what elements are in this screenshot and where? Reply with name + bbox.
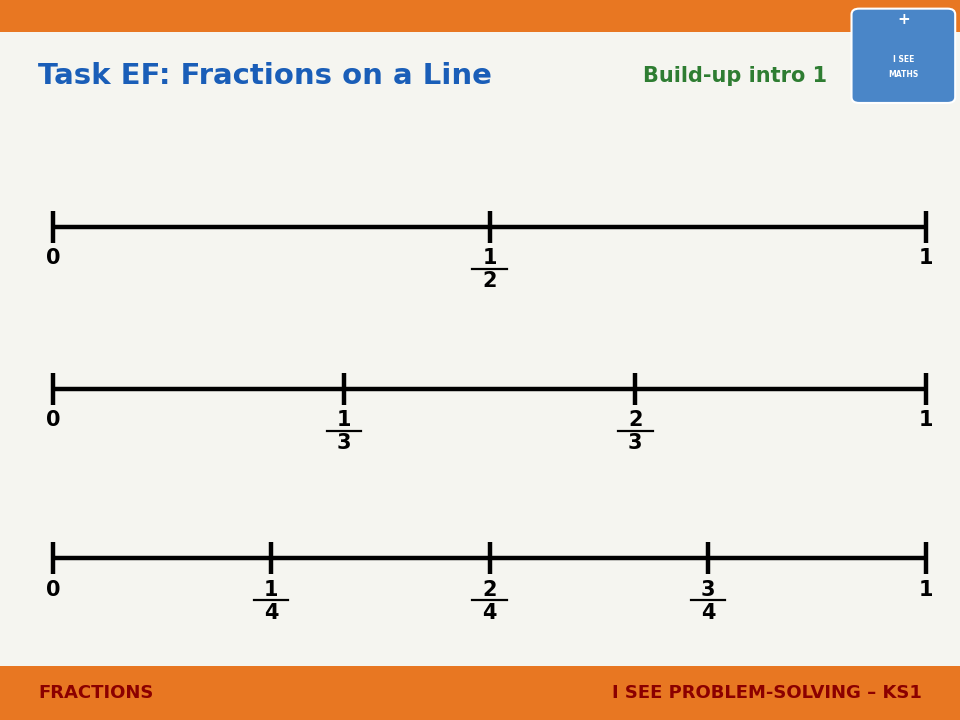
Text: 4: 4 bbox=[482, 603, 497, 623]
Text: 2: 2 bbox=[482, 580, 497, 600]
Text: 3: 3 bbox=[628, 433, 642, 454]
Text: FRACTIONS: FRACTIONS bbox=[38, 684, 154, 702]
Text: I SEE PROBLEM-SOLVING – KS1: I SEE PROBLEM-SOLVING – KS1 bbox=[612, 684, 922, 702]
Text: 2: 2 bbox=[482, 271, 497, 292]
FancyBboxPatch shape bbox=[852, 9, 955, 103]
Text: I SEE: I SEE bbox=[893, 55, 914, 64]
Text: 4: 4 bbox=[701, 603, 715, 623]
Text: 0: 0 bbox=[45, 248, 60, 269]
Text: 1: 1 bbox=[919, 248, 934, 269]
Bar bbox=[0, 666, 960, 720]
Bar bbox=[0, 0, 960, 32]
Text: 0: 0 bbox=[45, 580, 60, 600]
Text: 3: 3 bbox=[337, 433, 351, 454]
Text: 3: 3 bbox=[701, 580, 715, 600]
Text: 1: 1 bbox=[482, 248, 497, 269]
Text: Task EF: Fractions on a Line: Task EF: Fractions on a Line bbox=[38, 62, 492, 89]
Text: +: + bbox=[897, 12, 910, 27]
Text: MATHS: MATHS bbox=[888, 70, 919, 78]
Text: 2: 2 bbox=[628, 410, 642, 431]
Text: 1: 1 bbox=[337, 410, 351, 431]
Text: 4: 4 bbox=[264, 603, 278, 623]
Text: 1: 1 bbox=[264, 580, 278, 600]
Text: 1: 1 bbox=[919, 580, 934, 600]
Text: Build-up intro 1: Build-up intro 1 bbox=[643, 66, 828, 86]
Text: 0: 0 bbox=[45, 410, 60, 431]
Text: 1: 1 bbox=[919, 410, 934, 431]
